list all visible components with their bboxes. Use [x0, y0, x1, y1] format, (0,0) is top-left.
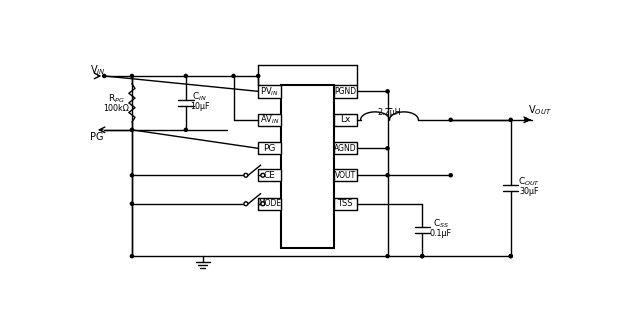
Bar — [334, 114, 357, 126]
Text: CE: CE — [264, 171, 276, 180]
Circle shape — [449, 174, 452, 177]
Text: C$_{SS}$: C$_{SS}$ — [432, 217, 449, 230]
Circle shape — [130, 128, 134, 131]
Text: Lx: Lx — [340, 115, 351, 124]
Bar — [281, 85, 334, 248]
Text: 100kΩ: 100kΩ — [104, 104, 129, 113]
Bar — [334, 142, 357, 154]
Circle shape — [130, 202, 134, 205]
Circle shape — [421, 255, 424, 258]
Text: C$_{IN}$: C$_{IN}$ — [192, 90, 207, 103]
Circle shape — [386, 174, 389, 177]
Text: PV$_{IN}$: PV$_{IN}$ — [260, 85, 279, 98]
Text: 2.2μH: 2.2μH — [378, 108, 401, 117]
Circle shape — [386, 147, 389, 150]
Text: V$_{OUT}$: V$_{OUT}$ — [528, 104, 552, 118]
Circle shape — [256, 74, 260, 77]
Bar — [258, 114, 281, 126]
Bar — [258, 85, 281, 97]
Circle shape — [232, 74, 235, 77]
Text: L: L — [387, 101, 392, 111]
Circle shape — [261, 202, 265, 206]
Text: 30μF: 30μF — [520, 187, 539, 196]
Text: V$_{IN}$: V$_{IN}$ — [90, 64, 106, 77]
Circle shape — [244, 173, 248, 177]
Circle shape — [509, 255, 512, 258]
Bar — [258, 197, 281, 210]
Text: C$_{OUT}$: C$_{OUT}$ — [518, 176, 540, 188]
Circle shape — [261, 173, 265, 177]
Circle shape — [449, 118, 452, 121]
Circle shape — [421, 255, 424, 258]
Bar — [258, 142, 281, 154]
Bar — [334, 85, 357, 97]
Circle shape — [509, 118, 512, 121]
Circle shape — [386, 90, 389, 93]
Circle shape — [509, 255, 512, 258]
Bar — [334, 197, 357, 210]
Text: R$_{PG}$: R$_{PG}$ — [108, 93, 125, 105]
Bar — [258, 169, 281, 182]
Circle shape — [244, 202, 248, 206]
Text: TSS: TSS — [338, 199, 353, 208]
Circle shape — [184, 74, 187, 77]
Text: AGND: AGND — [334, 144, 356, 153]
Bar — [334, 169, 357, 182]
Text: 0.1μF: 0.1μF — [430, 229, 452, 238]
Text: VOUT: VOUT — [334, 171, 356, 180]
Text: MODE: MODE — [258, 199, 281, 208]
Circle shape — [184, 128, 187, 131]
Text: AV$_{IN}$: AV$_{IN}$ — [260, 114, 280, 126]
Circle shape — [130, 74, 134, 77]
Text: 10μF: 10μF — [190, 102, 210, 111]
Text: PG: PG — [90, 132, 104, 142]
Circle shape — [386, 255, 389, 258]
Circle shape — [130, 255, 134, 258]
Circle shape — [130, 174, 134, 177]
Text: PGND: PGND — [334, 87, 356, 96]
Text: PG: PG — [263, 144, 276, 153]
Circle shape — [525, 118, 528, 121]
Circle shape — [103, 74, 105, 77]
